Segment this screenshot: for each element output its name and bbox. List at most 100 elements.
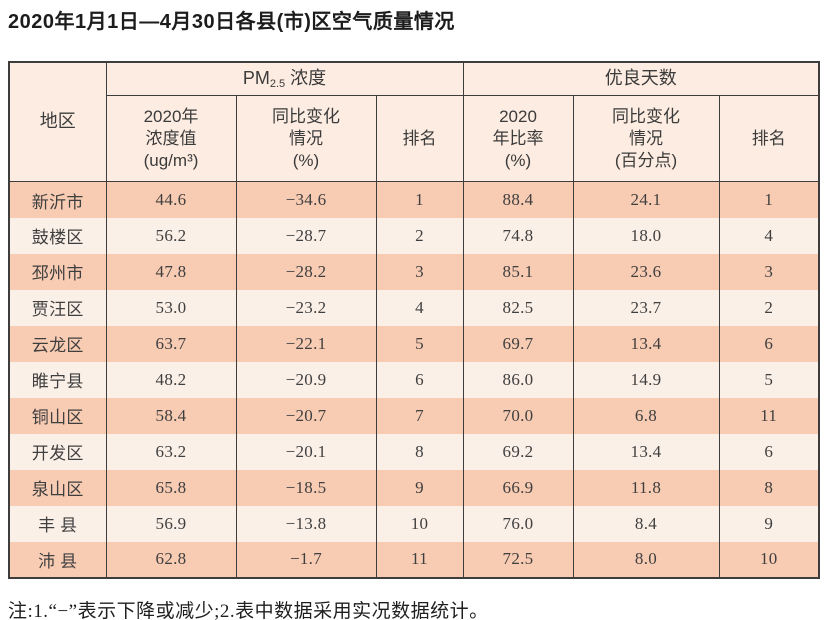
cell-good-change: 11.8 <box>572 469 720 506</box>
pm25-label-suffix: 浓度 <box>285 68 327 88</box>
cell-pm-rank: 7 <box>375 397 464 434</box>
cell-good-change: 8.0 <box>572 541 720 578</box>
table-row: 铜山区 58.4 −20.7 7 70.0 6.8 11 <box>8 397 820 434</box>
cell-pm-value: 44.6 <box>105 181 237 218</box>
cell-good-change: 6.8 <box>572 397 720 434</box>
cell-good-ratio: 72.5 <box>462 541 574 578</box>
table-row: 睢宁县 48.2 −20.9 6 86.0 14.9 5 <box>8 361 820 398</box>
cell-pm-value: 56.2 <box>105 217 237 254</box>
cell-good-ratio: 66.9 <box>462 469 574 506</box>
cell-pm-change: −20.7 <box>235 397 377 434</box>
column-header-pm-value: 2020年 浓度值 (ug/m³) <box>105 95 237 183</box>
cell-pm-rank: 2 <box>375 217 464 254</box>
cell-region: 睢宁县 <box>8 361 107 398</box>
cell-region: 沛 县 <box>8 541 107 578</box>
cell-pm-change: −34.6 <box>235 181 377 218</box>
column-header-pm-change: 同比变化 情况 (%) <box>235 95 377 183</box>
pm25-label-subscript: 2.5 <box>269 78 286 90</box>
cell-good-change: 14.9 <box>572 361 720 398</box>
cell-good-rank: 4 <box>718 217 820 254</box>
cell-pm-rank: 5 <box>375 325 464 362</box>
cell-pm-value: 63.7 <box>105 325 237 362</box>
cell-region: 鼓楼区 <box>8 217 107 254</box>
column-header-good-ratio: 2020 年比率 (%) <box>462 95 574 183</box>
cell-good-ratio: 85.1 <box>462 253 574 290</box>
cell-pm-change: −22.1 <box>235 325 377 362</box>
cell-pm-change: −13.8 <box>235 505 377 542</box>
cell-good-ratio: 88.4 <box>462 181 574 218</box>
table-row: 鼓楼区 56.2 −28.7 2 74.8 18.0 4 <box>8 217 820 254</box>
table-row: 邳州市 47.8 −28.2 3 85.1 23.6 3 <box>8 253 820 290</box>
cell-good-change: 13.4 <box>572 433 720 470</box>
cell-pm-value: 56.9 <box>105 505 237 542</box>
cell-region: 泉山区 <box>8 469 107 506</box>
cell-good-ratio: 86.0 <box>462 361 574 398</box>
cell-good-change: 18.0 <box>572 217 720 254</box>
column-header-region: 地区 <box>8 61 107 183</box>
cell-pm-rank: 3 <box>375 253 464 290</box>
cell-pm-change: −28.2 <box>235 253 377 290</box>
column-header-good-rank: 排名 <box>718 95 820 183</box>
cell-good-ratio: 82.5 <box>462 289 574 326</box>
cell-pm-value: 48.2 <box>105 361 237 398</box>
cell-good-rank: 2 <box>718 289 820 326</box>
cell-good-rank: 5 <box>718 361 820 398</box>
cell-pm-rank: 4 <box>375 289 464 326</box>
cell-pm-rank: 10 <box>375 505 464 542</box>
cell-region: 丰 县 <box>8 505 107 542</box>
cell-pm-value: 58.4 <box>105 397 237 434</box>
cell-pm-change: −20.9 <box>235 361 377 398</box>
cell-pm-value: 53.0 <box>105 289 237 326</box>
table-row: 沛 县 62.8 −1.7 11 72.5 8.0 10 <box>8 541 820 578</box>
cell-good-rank: 10 <box>718 541 820 578</box>
cell-pm-rank: 11 <box>375 541 464 578</box>
cell-good-ratio: 74.8 <box>462 217 574 254</box>
table-body: 新沂市 44.6 −34.6 1 88.4 24.1 1 鼓楼区 56.2 −2… <box>8 181 820 578</box>
cell-good-ratio: 70.0 <box>462 397 574 434</box>
cell-good-change: 13.4 <box>572 325 720 362</box>
cell-pm-change: −23.2 <box>235 289 377 326</box>
table-row: 开发区 63.2 −20.1 8 69.2 13.4 6 <box>8 433 820 470</box>
cell-region: 开发区 <box>8 433 107 470</box>
cell-pm-value: 63.2 <box>105 433 237 470</box>
cell-good-ratio: 76.0 <box>462 505 574 542</box>
cell-pm-rank: 8 <box>375 433 464 470</box>
group-header-pm25: PM2.5 浓度 <box>105 61 464 97</box>
cell-pm-value: 65.8 <box>105 469 237 506</box>
cell-good-change: 23.7 <box>572 289 720 326</box>
cell-good-rank: 1 <box>718 181 820 218</box>
table-header: 地区 PM2.5 浓度 优良天数 2020年 浓度值 (ug/m³) 同比变化 … <box>8 61 820 183</box>
cell-pm-change: −18.5 <box>235 469 377 506</box>
pm25-label-prefix: PM <box>242 68 270 88</box>
cell-good-change: 23.6 <box>572 253 720 290</box>
table-row: 贾汪区 53.0 −23.2 4 82.5 23.7 2 <box>8 289 820 326</box>
cell-good-rank: 9 <box>718 505 820 542</box>
air-quality-table: 地区 PM2.5 浓度 优良天数 2020年 浓度值 (ug/m³) 同比变化 … <box>8 61 821 579</box>
cell-pm-change: −20.1 <box>235 433 377 470</box>
cell-good-rank: 6 <box>718 325 820 362</box>
cell-region: 云龙区 <box>8 325 107 362</box>
column-header-pm-rank: 排名 <box>375 95 464 183</box>
cell-pm-rank: 9 <box>375 469 464 506</box>
cell-pm-rank: 1 <box>375 181 464 218</box>
table-row: 云龙区 63.7 −22.1 5 69.7 13.4 6 <box>8 325 820 362</box>
group-header-good-days: 优良天数 <box>462 61 820 97</box>
cell-pm-value: 47.8 <box>105 253 237 290</box>
cell-region: 铜山区 <box>8 397 107 434</box>
cell-pm-value: 62.8 <box>105 541 237 578</box>
column-header-good-change: 同比变化 情况 (百分点) <box>572 95 720 183</box>
cell-good-change: 24.1 <box>572 181 720 218</box>
cell-good-ratio: 69.2 <box>462 433 574 470</box>
footnote: 注:1.“−”表示下降或减少;2.表中数据采用实况数据统计。 <box>8 600 489 620</box>
cell-pm-change: −28.7 <box>235 217 377 254</box>
table-row: 新沂市 44.6 −34.6 1 88.4 24.1 1 <box>8 181 820 218</box>
cell-region: 贾汪区 <box>8 289 107 326</box>
table-row: 泉山区 65.8 −18.5 9 66.9 11.8 8 <box>8 469 820 506</box>
cell-good-rank: 6 <box>718 433 820 470</box>
cell-good-rank: 8 <box>718 469 820 506</box>
cell-good-rank: 3 <box>718 253 820 290</box>
cell-region: 邳州市 <box>8 253 107 290</box>
cell-pm-rank: 6 <box>375 361 464 398</box>
cell-good-ratio: 69.7 <box>462 325 574 362</box>
